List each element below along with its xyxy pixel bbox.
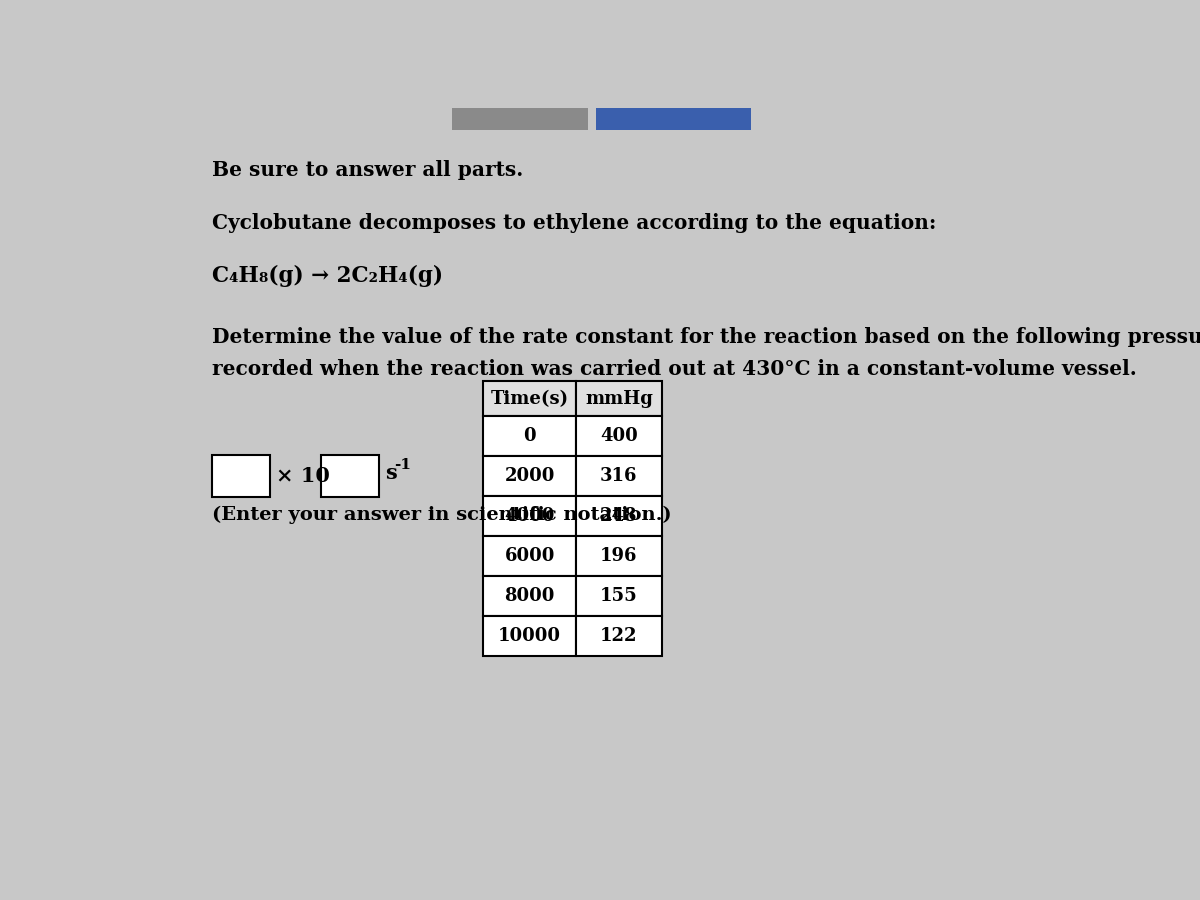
Text: 248: 248	[600, 507, 637, 525]
Text: 4000: 4000	[504, 507, 554, 525]
Text: × 10: × 10	[276, 465, 330, 486]
Text: C₄H₈(g) → 2C₂H₄(g): C₄H₈(g) → 2C₂H₄(g)	[212, 266, 443, 287]
Bar	[484, 536, 576, 576]
Bar	[576, 616, 661, 656]
Bar	[484, 576, 576, 616]
Text: Be sure to answer all parts.: Be sure to answer all parts.	[212, 160, 523, 180]
Text: recorded when the reaction was carried out at 430°C in a constant-volume vessel.: recorded when the reaction was carried o…	[212, 359, 1136, 379]
Bar	[576, 536, 661, 576]
Bar	[576, 416, 661, 456]
Text: 2000: 2000	[504, 467, 554, 485]
Text: 196: 196	[600, 547, 637, 565]
Text: 400: 400	[600, 427, 637, 445]
Text: 155: 155	[600, 587, 637, 605]
Text: Time(s): Time(s)	[491, 390, 569, 408]
Text: 8000: 8000	[504, 587, 554, 605]
Text: Determine the value of the rate constant for the reaction based on the following: Determine the value of the rate constant…	[212, 327, 1200, 346]
Text: 10000: 10000	[498, 627, 562, 645]
Bar	[576, 456, 661, 496]
Text: 316: 316	[600, 467, 637, 485]
Bar	[484, 382, 576, 416]
Bar	[576, 382, 661, 416]
Bar	[452, 108, 588, 130]
Bar	[320, 454, 379, 497]
Bar	[212, 454, 270, 497]
Bar	[484, 616, 576, 656]
Bar	[484, 456, 576, 496]
Text: (Enter your answer in scientific notation.): (Enter your answer in scientific notatio…	[212, 506, 672, 525]
Bar	[576, 496, 661, 536]
Bar	[595, 108, 751, 130]
Text: 6000: 6000	[504, 547, 554, 565]
Text: s: s	[385, 463, 396, 482]
Text: -1: -1	[394, 458, 412, 472]
Text: Cyclobutane decomposes to ethylene according to the equation:: Cyclobutane decomposes to ethylene accor…	[212, 212, 936, 233]
Text: 122: 122	[600, 627, 637, 645]
Text: mmHg: mmHg	[584, 390, 653, 408]
Bar	[484, 496, 576, 536]
Bar	[576, 576, 661, 616]
Text: 0: 0	[523, 427, 536, 445]
Bar	[484, 416, 576, 456]
